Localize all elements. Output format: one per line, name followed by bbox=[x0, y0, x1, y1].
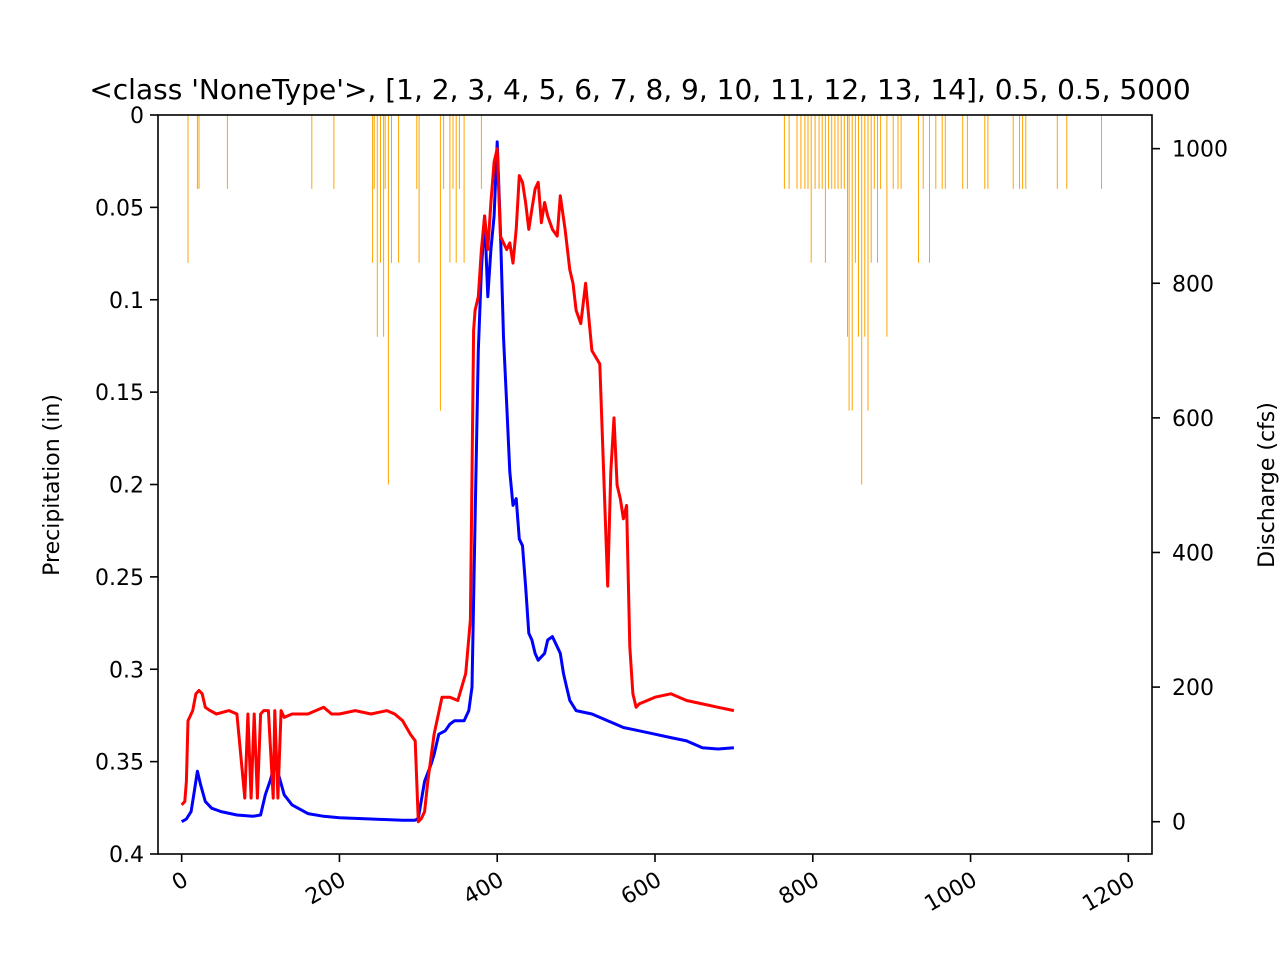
left-y-axis: 0 0.05 0.1 0.15 0.2 0.25 0.3 0.35 0.4 bbox=[95, 104, 158, 868]
x-tick-label: 200 bbox=[302, 868, 351, 911]
left-tick-label: 0.2 bbox=[109, 474, 144, 499]
discharge-series bbox=[180, 140, 735, 824]
series-line-1 bbox=[180, 140, 735, 824]
left-tick-label: 0.05 bbox=[95, 196, 144, 221]
left-tick-label: 0.1 bbox=[109, 289, 144, 314]
right-tick-label: 1000 bbox=[1172, 138, 1228, 163]
chart-title: <class 'NoneType'>, [1, 2, 3, 4, 5, 6, 7… bbox=[89, 73, 1190, 106]
x-axis: 0 200 400 600 800 1000 1200 bbox=[168, 854, 1139, 917]
plot-frame bbox=[157, 114, 1153, 855]
series-line-2 bbox=[180, 147, 735, 824]
left-tick-label: 0.15 bbox=[95, 381, 144, 406]
x-tick-label: 1200 bbox=[1078, 868, 1139, 918]
right-tick-label: 200 bbox=[1172, 676, 1214, 701]
x-tick-label: 800 bbox=[775, 868, 824, 911]
right-tick-label: 400 bbox=[1172, 541, 1214, 566]
precipitation-bars bbox=[187, 115, 1102, 485]
x-tick-label: 0 bbox=[168, 868, 193, 897]
right-axis-label: Discharge (cfs) bbox=[1255, 402, 1280, 568]
left-tick-label: 0.35 bbox=[95, 751, 144, 776]
left-tick-label: 0.25 bbox=[95, 566, 144, 591]
left-tick-label: 0.3 bbox=[109, 658, 144, 683]
right-tick-label: 800 bbox=[1172, 272, 1214, 297]
left-tick-label: 0.4 bbox=[109, 843, 144, 868]
x-tick-label: 400 bbox=[459, 868, 508, 911]
x-tick-label: 1000 bbox=[921, 868, 982, 918]
right-tick-label: 0 bbox=[1172, 811, 1186, 836]
right-y-axis: 0 200 400 600 800 1000 bbox=[1152, 138, 1228, 836]
left-axis-label: Precipitation (in) bbox=[40, 394, 65, 576]
left-tick-label: 0 bbox=[130, 104, 144, 129]
x-tick-label: 600 bbox=[617, 868, 666, 911]
right-tick-label: 600 bbox=[1172, 407, 1214, 432]
